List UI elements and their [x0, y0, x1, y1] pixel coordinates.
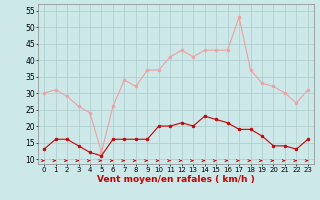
X-axis label: Vent moyen/en rafales ( km/h ): Vent moyen/en rafales ( km/h ): [97, 175, 255, 184]
